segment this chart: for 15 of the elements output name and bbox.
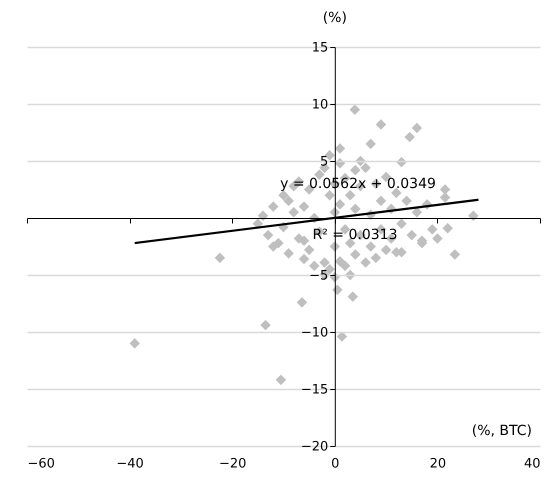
y-tick-label: −20 xyxy=(300,440,328,454)
x-tick-label: 20 xyxy=(430,456,446,472)
x-tick-label: −40 xyxy=(116,456,144,472)
y-tick-label: −5 xyxy=(309,268,328,284)
x-tick-label: −60 xyxy=(28,456,55,472)
y-axis-title: (%) xyxy=(322,10,347,26)
y-tick-label: 5 xyxy=(320,154,328,170)
y-tick-label: −15 xyxy=(300,382,328,398)
x-tick-label: 0 xyxy=(331,456,340,472)
y-tick-label: 15 xyxy=(312,40,328,56)
y-tick-label: −10 xyxy=(300,326,328,340)
x-axis-title: (%, BTC) xyxy=(472,423,532,439)
y-tick-label: 10 xyxy=(312,98,328,112)
x-tick-label: 40 xyxy=(524,456,540,472)
x-tick-label: −20 xyxy=(218,456,246,472)
